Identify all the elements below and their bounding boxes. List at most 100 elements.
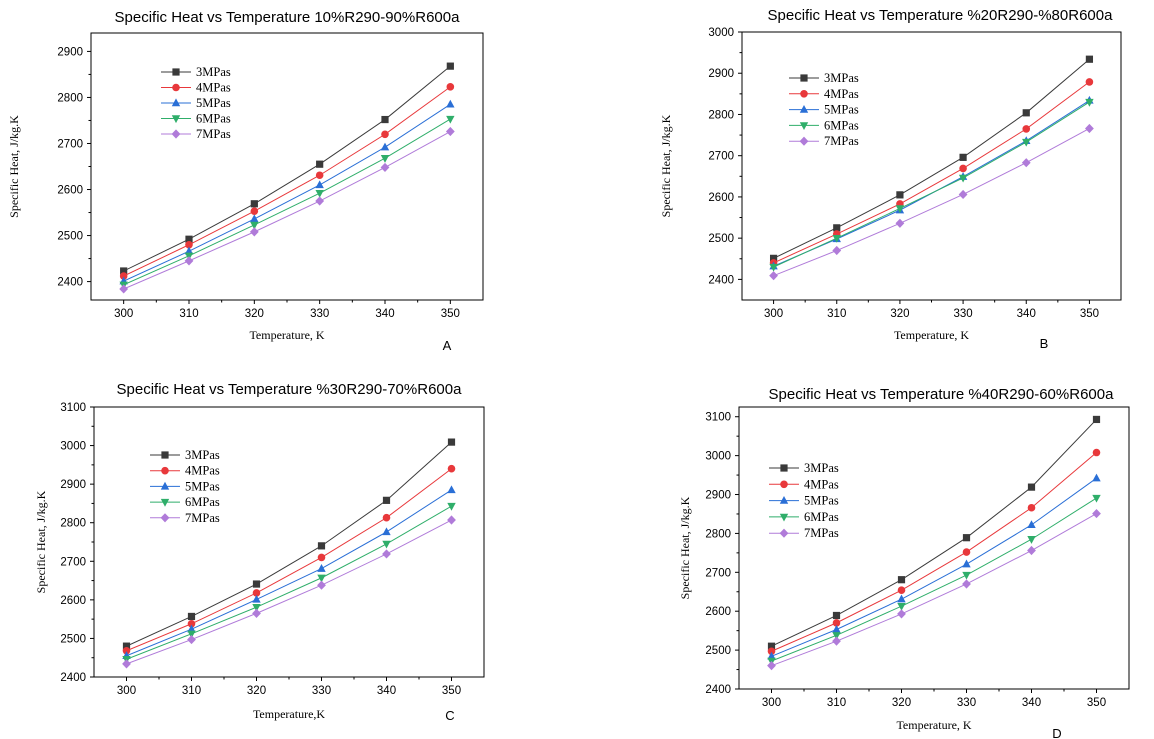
y-tick-label: 2500 xyxy=(60,633,86,645)
legend-entry: 6MPas xyxy=(824,118,859,132)
data-point-7mpas xyxy=(1022,158,1031,167)
data-point-6mpas xyxy=(447,503,455,511)
x-tick-label: 340 xyxy=(377,685,396,697)
y-tick-label: 2600 xyxy=(60,595,86,607)
x-tick-label: 300 xyxy=(114,308,133,320)
legend-entry: 4MPas xyxy=(196,81,231,95)
data-point-5mpas xyxy=(381,143,389,151)
data-point-4mpas xyxy=(447,83,455,91)
chart-panel-c: Specific Heat vs Temperature %30R290-70%… xyxy=(34,381,484,723)
y-axis-label: Specific Heat, J/kg.K xyxy=(678,496,692,599)
legend-entry: 7MPas xyxy=(824,134,859,148)
data-point-4mpas xyxy=(251,207,259,215)
legend-marker xyxy=(780,464,787,471)
legend-entry: 6MPas xyxy=(804,510,839,524)
x-tick-label: 300 xyxy=(764,308,783,320)
data-point-5mpas xyxy=(832,625,840,633)
data-point-4mpas xyxy=(898,586,906,594)
legend-entry: 4MPas xyxy=(824,87,859,101)
x-tick-label: 330 xyxy=(957,697,976,709)
data-point-4mpas xyxy=(1086,78,1094,86)
x-tick-label: 340 xyxy=(1017,308,1036,320)
legend-marker xyxy=(780,529,789,538)
legend-marker xyxy=(172,98,180,106)
legend-entry: 4MPas xyxy=(185,464,220,478)
data-point-7mpas xyxy=(447,515,456,524)
data-point-4mpas xyxy=(1022,125,1030,133)
series-line-7mpas xyxy=(127,520,452,664)
plot-frame xyxy=(739,407,1129,689)
legend-marker xyxy=(172,115,180,123)
y-tick-label: 2800 xyxy=(60,518,86,530)
y-tick-label: 2900 xyxy=(57,46,83,58)
chart-title: Specific Heat vs Temperature %30R290-70%… xyxy=(117,381,463,398)
data-point-7mpas xyxy=(959,190,968,199)
legend-marker xyxy=(161,499,169,507)
data-point-5mpas xyxy=(252,595,260,603)
legend-marker xyxy=(800,122,808,130)
plot-frame xyxy=(91,33,483,300)
data-point-7mpas xyxy=(769,271,778,280)
data-point-7mpas xyxy=(896,219,905,228)
data-point-3mpas xyxy=(963,534,970,541)
data-point-7mpas xyxy=(1085,124,1094,133)
x-tick-label: 300 xyxy=(762,697,781,709)
data-point-4mpas xyxy=(318,554,326,562)
panel-label: B xyxy=(1040,336,1049,351)
data-point-7mpas xyxy=(897,609,906,618)
x-tick-label: 310 xyxy=(827,308,846,320)
data-point-3mpas xyxy=(188,613,195,620)
y-tick-label: 2800 xyxy=(708,109,734,121)
data-point-6mpas xyxy=(382,541,390,549)
data-point-3mpas xyxy=(253,580,260,587)
x-tick-label: 330 xyxy=(310,308,329,320)
y-axis-label: Specific Heat, J/kg.K xyxy=(34,490,48,593)
data-point-7mpas xyxy=(382,549,391,558)
data-point-4mpas xyxy=(316,171,324,179)
data-point-4mpas xyxy=(1028,504,1036,512)
legend-marker xyxy=(172,129,181,138)
data-point-7mpas xyxy=(381,163,390,172)
chart-title: Specific Heat vs Temperature %40R290-60%… xyxy=(769,386,1115,403)
data-point-7mpas xyxy=(767,661,776,670)
data-point-4mpas xyxy=(381,130,389,138)
series-line-3mpas xyxy=(124,66,451,271)
legend-marker xyxy=(780,514,788,522)
y-tick-label: 2800 xyxy=(57,92,83,104)
legend-marker xyxy=(800,90,808,98)
legend-marker xyxy=(780,496,788,504)
data-point-5mpas xyxy=(382,527,390,535)
legend-entry: 7MPas xyxy=(196,127,231,141)
series-line-3mpas xyxy=(127,442,452,646)
data-point-3mpas xyxy=(959,154,966,161)
plot-frame xyxy=(742,32,1121,300)
y-tick-label: 3000 xyxy=(705,451,731,463)
legend-marker xyxy=(172,68,179,75)
x-tick-label: 330 xyxy=(953,308,972,320)
legend-entry: 3MPas xyxy=(824,71,859,85)
data-point-5mpas xyxy=(897,595,905,603)
legend-entry: 3MPas xyxy=(196,65,231,79)
data-point-7mpas xyxy=(119,284,128,293)
y-axis-label: Specific Heat, J/kg.K xyxy=(659,114,673,217)
y-tick-label: 2900 xyxy=(708,68,734,80)
legend-entry: 3MPas xyxy=(185,448,220,462)
data-point-7mpas xyxy=(832,246,841,255)
chart-title: Specific Heat vs Temperature 10%R290-90%… xyxy=(115,9,461,26)
y-tick-label: 2700 xyxy=(57,138,83,150)
chart-panel-b: Specific Heat vs Temperature %20R290-%80… xyxy=(659,7,1121,351)
y-axis-label: Specific Heat, J/kg.K xyxy=(7,115,21,218)
data-point-5mpas xyxy=(317,564,325,572)
data-point-4mpas xyxy=(383,514,391,522)
data-point-6mpas xyxy=(381,155,389,163)
panel-label: A xyxy=(443,338,452,353)
series-line-3mpas xyxy=(774,59,1090,258)
data-point-5mpas xyxy=(447,485,455,493)
data-point-5mpas xyxy=(1092,474,1100,482)
data-point-3mpas xyxy=(833,612,840,619)
legend-entry: 5MPas xyxy=(824,103,859,117)
y-tick-label: 2600 xyxy=(57,185,83,197)
y-tick-label: 2400 xyxy=(57,277,83,289)
data-point-7mpas xyxy=(250,227,259,236)
